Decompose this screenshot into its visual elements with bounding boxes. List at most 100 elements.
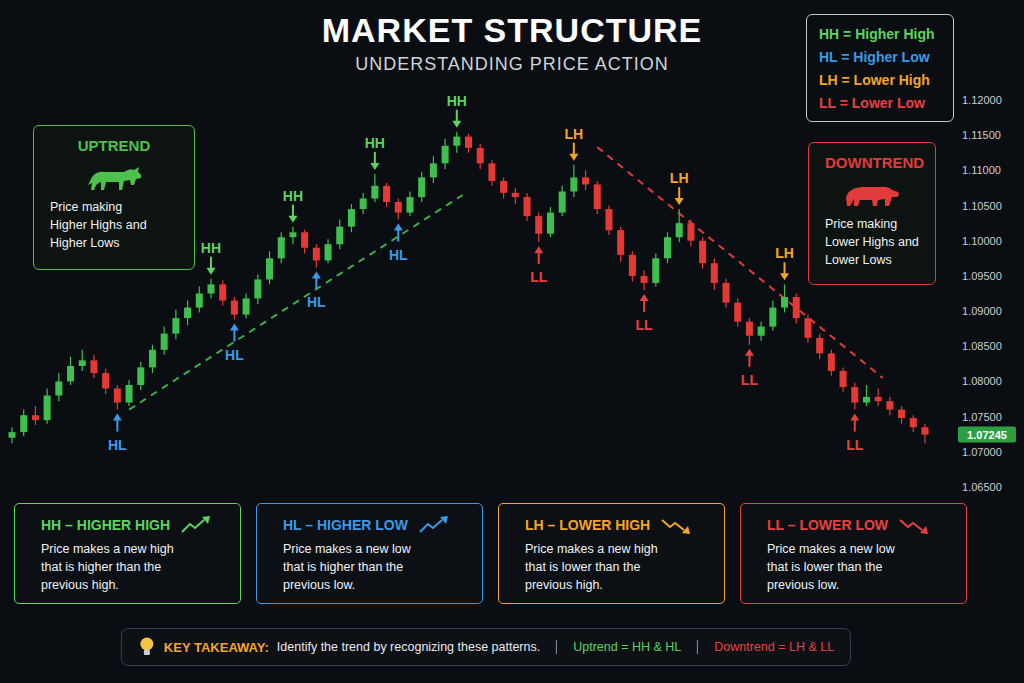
candle-body [207,284,214,293]
candle-body [524,197,531,216]
definition-text: Price makes a new low that is higher tha… [283,540,433,594]
arrow-head [569,154,578,161]
annotation-arrow [288,205,297,223]
annotation-arrow [230,324,239,342]
candle-body [418,177,425,197]
definition-text: Price makes a new high that is higher th… [41,540,191,594]
icon-head [920,526,928,534]
y-tick-label: 1.08000 [962,375,1002,387]
candle-body [488,163,495,181]
y-tick-label: 1.10000 [962,235,1002,247]
candle-body [594,184,601,209]
legend-item: HH = Higher High [819,23,953,46]
annotation-label: LH [775,245,794,261]
annotation-arrow [745,349,754,367]
icon-line [900,520,922,530]
definition-text: Price makes a new low that is lower than… [767,540,917,594]
candle-body [676,223,683,237]
annotation-arrow [850,414,859,432]
candle-body [161,334,168,350]
candle-body [395,202,402,213]
icon-head [682,526,690,534]
arrow-stem [643,300,645,312]
definition-title: HL – HIGHER LOW [283,517,408,533]
arrow-stem [116,420,118,432]
candle-body [652,258,659,283]
candle-body [325,244,332,260]
annotation-label: HL [307,294,326,310]
separator [556,640,557,654]
annotation-label: LL [846,437,864,453]
annotation-arrow [113,414,122,432]
separator [697,640,698,654]
candle-body [360,199,367,210]
definition-icon [660,515,694,535]
candle-body [126,385,133,403]
arrow-stem [784,262,786,274]
arrow-stem [678,187,680,199]
candle-body [922,427,929,434]
candle-body [711,263,718,283]
candle-body [758,327,765,336]
candle-body [79,360,86,366]
candle-body [804,318,811,338]
arrow-stem [374,152,376,164]
candle-body [196,294,203,308]
arrow-head [394,224,403,231]
annotation-label: HH [447,93,467,109]
candle-body [840,371,847,387]
annotation-label: HH [365,135,385,151]
takeaway-text: Identify the trend by recognizing these … [277,640,540,654]
takeaway-label: KEY TAKEAWAY: [164,640,269,655]
arrow-head [534,246,543,253]
candle-body [500,181,507,193]
definition-box: LL – LOWER LOWPrice makes a new low that… [740,503,967,604]
candle-body [816,338,823,353]
candle-body [102,373,109,388]
candle-body [477,148,484,163]
candle-body [781,297,788,308]
candle-body [278,237,285,258]
y-tick-label: 1.08500 [962,340,1002,352]
legend-item: LH = Lower High [819,69,953,92]
definition-head: HH – HIGHER HIGH [41,514,240,536]
arrow-head [675,198,684,205]
annotation-label: HL [389,247,408,263]
arrow-stem [538,252,540,264]
annotation-label: LL [741,372,759,388]
takeaway-bar: KEY TAKEAWAY: Identify the trend by recog… [121,628,851,666]
y-tick-label: 1.09000 [962,305,1002,317]
arrow-stem [573,143,575,155]
candle-body [582,177,589,184]
trend-box-title: DOWNTREND [825,153,935,173]
y-tick-label: 1.07000 [962,446,1002,458]
candle-body [371,186,378,199]
candle-body [910,418,917,427]
arrow-head [640,294,649,301]
definition-title: HH – HIGHER HIGH [41,517,170,533]
annotation-label: HL [225,347,244,363]
candle-body [465,137,472,148]
annotation-arrow [675,187,684,205]
candle-body [442,146,449,164]
definition-head: HL – HIGHER LOW [283,514,482,536]
legend-box: HH = Higher HighHL = Higher LowLH = Lowe… [806,14,954,122]
arrow-head [850,414,859,421]
definition-text: Price makes a new high that is lower tha… [525,540,675,594]
definition-title: LH – LOWER HIGH [525,517,650,533]
annotation-arrow [206,257,215,275]
annotation-label: HH [283,188,303,204]
trend-box: DOWNTRENDPrice making Lower Highs and Lo… [808,142,936,285]
definition-icon [898,515,932,535]
candle-body [559,191,566,212]
legend-item: LL = Lower Low [819,92,953,115]
candle-body [231,301,238,315]
candle-body [20,415,27,432]
annotation-label: HH [201,240,221,256]
definition-box: LH – LOWER HIGH Price makes a new high th… [498,503,725,604]
candle-body [383,186,390,202]
candle-body [875,397,882,401]
candle-body [32,415,39,420]
y-tick-label: 1.11500 [962,129,1001,141]
bulb-icon [138,636,156,658]
